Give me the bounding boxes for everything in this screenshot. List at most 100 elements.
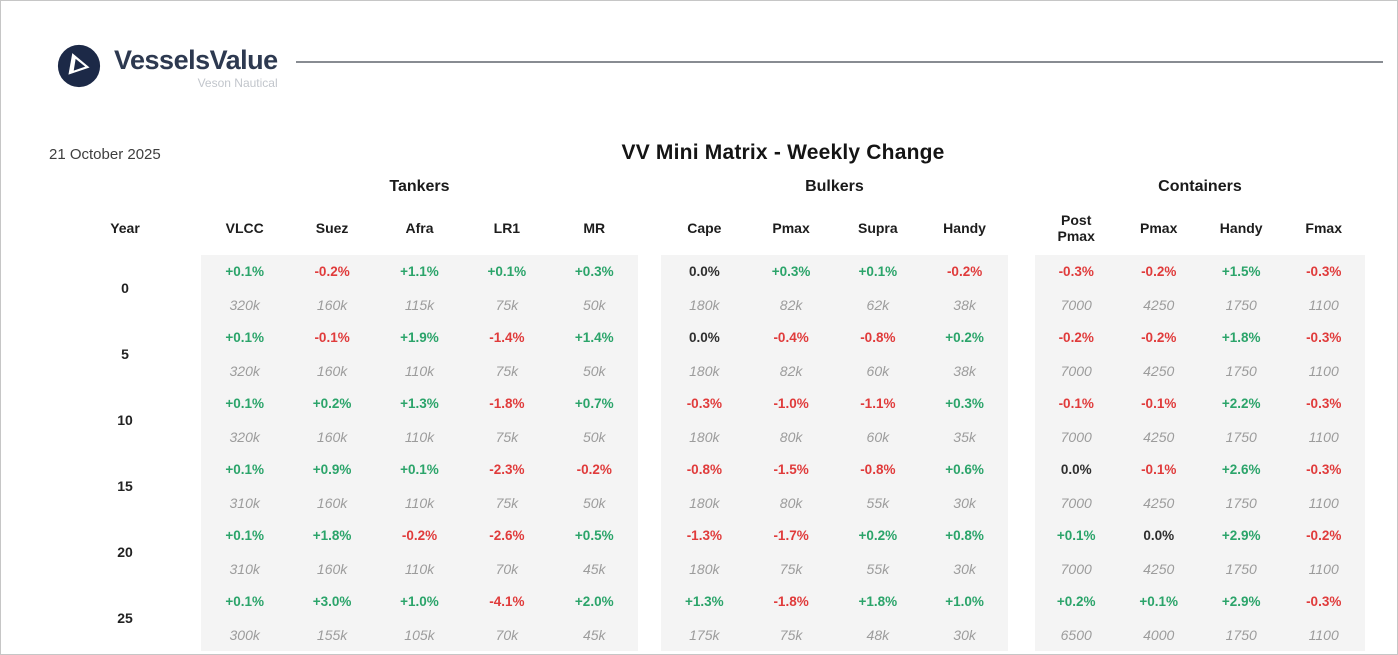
weekly-change-cell: +1.8% (288, 519, 376, 552)
weekly-change-cell: +1.8% (834, 585, 922, 618)
column-header: Handy (1219, 219, 1263, 236)
value-cell: 320k (201, 288, 289, 321)
weekly-change-cell: +0.1% (1034, 519, 1118, 552)
weekly-change-cell: -0.2% (1117, 255, 1200, 288)
year-label: 15 (117, 478, 133, 494)
year-label: 20 (117, 544, 133, 560)
weekly-change-cell: -0.2% (288, 255, 376, 288)
weekly-change-cell: -1.8% (747, 585, 835, 618)
year-label: 0 (121, 280, 129, 296)
weekly-change-cell: -2.6% (463, 519, 551, 552)
year-label: 10 (117, 412, 133, 428)
column-header: VLCC (225, 219, 264, 236)
column-header: Pmax (772, 219, 810, 236)
weekly-change-cell: -0.2% (550, 453, 638, 486)
value-cell: 6500 (1034, 618, 1118, 651)
group-header-containers: Containers (1158, 178, 1242, 195)
weekly-change-cell: -2.3% (463, 453, 551, 486)
column-header: LR1 (493, 219, 521, 236)
group-header-bulkers: Bulkers (805, 178, 864, 195)
weekly-change-cell: +1.8% (1199, 321, 1283, 354)
weekly-change-cell: -0.2% (1282, 519, 1365, 552)
weekly-change-cell: -1.1% (834, 387, 922, 420)
weekly-change-cell: +2.9% (1199, 585, 1283, 618)
value-cell: 160k (288, 354, 376, 387)
weekly-change-cell: +1.0% (921, 585, 1008, 618)
brand-header: VesselsValue Veson Nautical (56, 41, 1383, 95)
weekly-change-cell: -0.2% (375, 519, 464, 552)
value-cell: 38k (921, 288, 1008, 321)
weekly-change-cell: -0.1% (1117, 387, 1200, 420)
weekly-change-cell: -0.2% (1034, 321, 1118, 354)
value-cell: 82k (747, 354, 835, 387)
weekly-change-cell: +0.2% (288, 387, 376, 420)
weekly-change-cell: +0.2% (1034, 585, 1118, 618)
weekly-change-cell: +0.8% (921, 519, 1008, 552)
value-cell: 30k (921, 552, 1008, 585)
column-header: Handy (943, 219, 986, 236)
weekly-change-cell: +3.0% (288, 585, 376, 618)
weekly-change-cell: -0.3% (1282, 321, 1365, 354)
value-cell: 7000 (1034, 486, 1118, 519)
weekly-change-cell: -1.0% (747, 387, 835, 420)
value-cell: 62k (834, 288, 922, 321)
weekly-change-cell: +0.1% (201, 387, 289, 420)
value-cell: 180k (660, 486, 748, 519)
value-cell: 110k (375, 354, 464, 387)
value-cell: 180k (660, 354, 748, 387)
value-cell: 55k (834, 486, 922, 519)
value-cell: 75k (463, 420, 551, 453)
value-cell: 1100 (1282, 552, 1365, 585)
weekly-change-cell: +1.4% (550, 321, 638, 354)
value-cell: 4250 (1117, 486, 1200, 519)
value-cell: 7000 (1034, 552, 1118, 585)
weekly-change-cell: -0.3% (1034, 255, 1118, 288)
value-cell: 1750 (1199, 486, 1283, 519)
value-cell: 1750 (1199, 420, 1283, 453)
weekly-change-cell: -1.8% (463, 387, 551, 420)
value-cell: 1750 (1199, 618, 1283, 651)
value-cell: 82k (747, 288, 835, 321)
value-cell: 60k (834, 354, 922, 387)
weekly-change-cell: -0.3% (1282, 255, 1365, 288)
value-cell: 1100 (1282, 288, 1365, 321)
weekly-change-cell: -0.4% (747, 321, 835, 354)
column-header: Post Pmax (1057, 211, 1095, 244)
value-cell: 1750 (1199, 354, 1283, 387)
value-cell: 7000 (1034, 354, 1118, 387)
column-header: Cape (687, 219, 722, 236)
value-cell: 50k (550, 288, 638, 321)
report-date: 21 October 2025 (49, 146, 161, 163)
weekly-change-cell: +0.2% (921, 321, 1008, 354)
value-cell: 110k (375, 420, 464, 453)
weekly-change-cell: -0.8% (834, 321, 922, 354)
value-cell: 320k (201, 354, 289, 387)
brand-name: VesselsValue (114, 45, 278, 76)
value-cell: 1100 (1282, 354, 1365, 387)
weekly-change-cell: -0.1% (1034, 387, 1118, 420)
weekly-change-cell: -0.3% (1282, 453, 1365, 486)
title-row: 21 October 2025 VV Mini Matrix - Weekly … (49, 141, 1363, 169)
weekly-change-cell: -0.3% (1282, 387, 1365, 420)
weekly-change-cell: +2.6% (1199, 453, 1283, 486)
weekly-change-cell: -0.2% (1117, 321, 1200, 354)
value-cell: 4000 (1117, 618, 1200, 651)
weekly-change-cell: 0.0% (1117, 519, 1200, 552)
value-cell: 50k (550, 354, 638, 387)
column-header: Afra (405, 219, 434, 236)
weekly-change-cell: +2.0% (550, 585, 638, 618)
weekly-change-cell: +0.1% (201, 453, 289, 486)
weekly-change-cell: +0.1% (201, 585, 289, 618)
weekly-change-cell: +0.6% (921, 453, 1008, 486)
weekly-change-cell: +0.3% (921, 387, 1008, 420)
value-cell: 1100 (1282, 618, 1365, 651)
value-cell: 75k (747, 618, 835, 651)
year-column-header: Year (110, 219, 140, 236)
value-cell: 48k (834, 618, 922, 651)
column-header: Pmax (1140, 219, 1178, 236)
value-cell: 70k (463, 618, 551, 651)
brand-subtitle: Veson Nautical (197, 75, 278, 90)
value-cell: 45k (550, 552, 638, 585)
value-cell: 1750 (1199, 288, 1283, 321)
weekly-change-cell: +0.1% (201, 255, 289, 288)
